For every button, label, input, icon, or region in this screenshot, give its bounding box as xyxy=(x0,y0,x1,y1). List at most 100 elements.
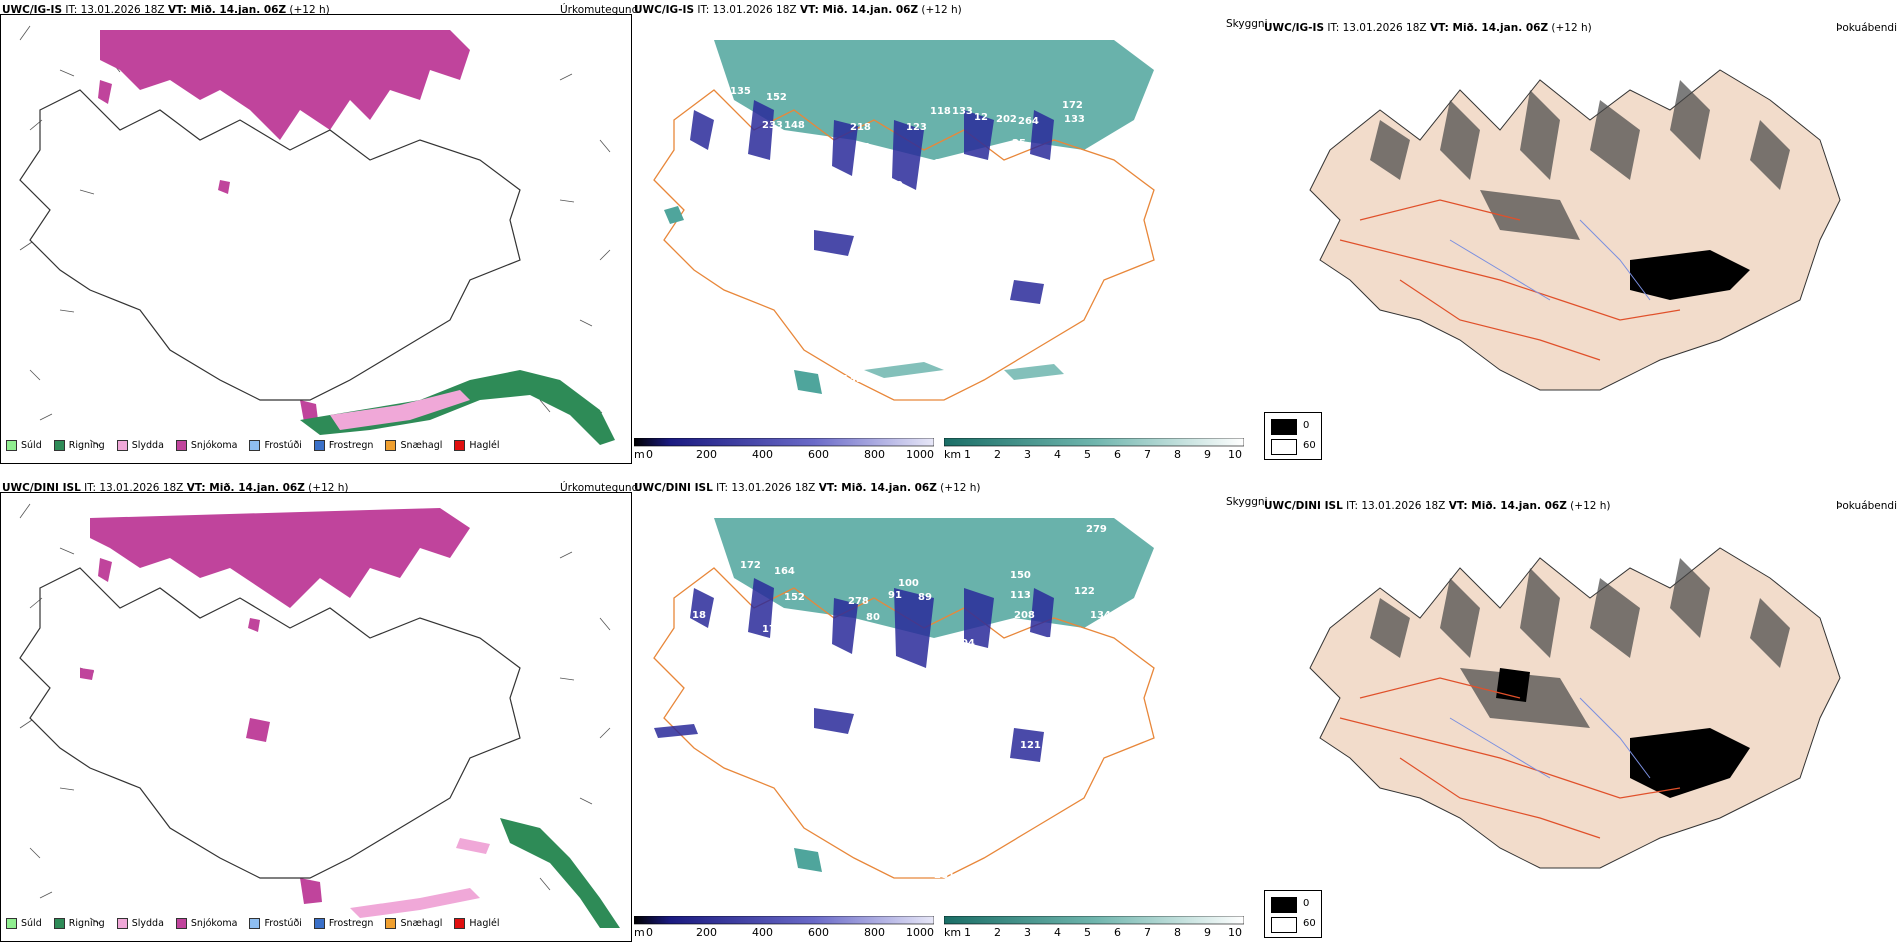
colorbar-km-2: km 1 2 3 4 5 6 7 8 9 10 xyxy=(944,916,1244,942)
legend-swatch xyxy=(454,440,466,451)
vis-number: 97 xyxy=(960,710,974,721)
legend-label: Súld xyxy=(21,918,42,929)
precip-legend-2: Súld Rigning Slydda Snjókoma Frostúði Fr… xyxy=(6,918,512,929)
legend-label: Rigning xyxy=(68,440,105,451)
colorbar-km-tick: 3 xyxy=(1024,926,1031,939)
colorbar-m-tick: 400 xyxy=(752,926,773,939)
rain-plume xyxy=(500,818,620,928)
model-name: UWC/IG-IS xyxy=(2,4,63,16)
legend-item: Frostregn xyxy=(313,440,374,451)
vis-number: 104 xyxy=(954,638,975,649)
vis-number: 148 xyxy=(784,120,805,131)
snow-area xyxy=(90,508,470,608)
row-1: UWC/IG-IS IT: 13.01.2026 18Z VT: Mið. 14… xyxy=(0,0,1900,470)
vis-number: 264 xyxy=(1018,116,1039,127)
visibility-title-2: UWC/DINI ISL IT: 13.01.2026 18Z VT: Mið.… xyxy=(634,482,981,494)
lead-time: (+12 h) xyxy=(921,4,962,16)
visibility-title-1: UWC/IG-IS IT: 13.01.2026 18Z VT: Mið. 14… xyxy=(634,4,962,16)
colorbar-km-gradient xyxy=(944,438,1244,447)
colorbar-km-tick: 10 xyxy=(1228,926,1242,939)
iceland-outline xyxy=(19,89,521,401)
vis-number: 94 xyxy=(856,142,870,153)
vis-number: 150 xyxy=(1010,570,1031,581)
colorbar-m-unit: m xyxy=(634,926,645,939)
precip-legend-1: Súld Rigning Slydda Snjókoma Frostúði Fr… xyxy=(6,440,512,451)
legend-label: Frostregn xyxy=(328,918,374,929)
vis-number: 233 xyxy=(762,120,783,131)
init-time: IT: 13.01.2026 18Z xyxy=(84,482,184,494)
colorbar-m-gradient xyxy=(634,916,934,925)
legend-swatch xyxy=(116,440,128,451)
colorbar-km-tick: 1 xyxy=(964,448,971,461)
colorbar-km-tick: 1 xyxy=(964,926,971,939)
fog-legend-white xyxy=(1271,439,1297,455)
colorbar-m-unit: m xyxy=(634,448,645,461)
very-low-visibility-navy xyxy=(690,100,1054,304)
colorbar-km-unit: km xyxy=(944,448,962,461)
legend-swatch xyxy=(116,918,128,929)
colorbar-km-tick: 7 xyxy=(1144,448,1151,461)
fog-panel-label-1: Þokuábendi xyxy=(1836,22,1897,34)
snow-area xyxy=(100,30,470,140)
legend-label: Frostúði xyxy=(264,918,302,929)
legend-label: Snjókoma xyxy=(190,918,238,929)
valid-time: VT: Mið. 14.jan. 06Z xyxy=(799,4,919,16)
visibility-map-2: 172 164 141 152 278 100 91 89 80 91 102 … xyxy=(653,518,1155,881)
init-time: IT: 13.01.2026 18Z xyxy=(1327,22,1427,34)
legend-item: Snæhagl xyxy=(385,440,442,451)
vis-number: 77 xyxy=(772,676,786,687)
vis-number: 172 xyxy=(740,560,761,571)
vis-number: 16 xyxy=(724,198,738,209)
vis-number: 110 xyxy=(782,222,803,233)
fog-legend-white-label: 60 xyxy=(1303,440,1316,451)
colorbar-m-tick: 600 xyxy=(808,448,829,461)
vis-number: 139 xyxy=(842,374,863,385)
fog-legend-white-label: 60 xyxy=(1303,918,1316,929)
legend-item: Súld xyxy=(6,918,42,929)
fog-roads xyxy=(1339,199,1681,361)
legend-swatch xyxy=(6,918,17,929)
vis-number: 77 xyxy=(1034,218,1048,229)
legend-label: Haglél xyxy=(469,918,500,929)
vis-number: 80 xyxy=(866,612,880,623)
colorbar-km-tick: 8 xyxy=(1174,448,1181,461)
vis-number: 281 xyxy=(934,870,955,881)
iceland-outline xyxy=(19,567,521,879)
fog-map-1 xyxy=(1309,69,1841,391)
valid-time: VT: Mið. 14.jan. 06Z xyxy=(1448,500,1567,512)
legend-swatch xyxy=(385,440,397,451)
fog-legend-1: 0 60 xyxy=(1264,412,1322,460)
colorbar-km-unit: km xyxy=(944,926,962,939)
colorbar-km-tick: 4 xyxy=(1054,448,1061,461)
fog-legend-black-label: 0 xyxy=(1303,898,1310,909)
lead-time: (+12 h) xyxy=(940,482,981,494)
colorbar-km-tick: 9 xyxy=(1204,448,1211,461)
legend-swatch xyxy=(249,440,261,451)
vis-number: 100 xyxy=(882,180,903,191)
colorbar-m-tick: 200 xyxy=(696,926,717,939)
vis-number: 202 xyxy=(996,114,1017,125)
legend-swatch xyxy=(6,440,17,451)
vis-number: 152 xyxy=(766,92,787,103)
vis-number: 108 xyxy=(786,190,807,201)
init-time: IT: 13.01.2026 18Z xyxy=(65,4,165,16)
vis-number: 24 xyxy=(1046,636,1060,647)
vis-number: 133 xyxy=(1064,114,1085,125)
colorbar-m-gradient xyxy=(634,438,934,447)
fog-title-1: UWC/IG-IS IT: 13.01.2026 18Z VT: Mið. 14… xyxy=(1264,22,1592,34)
legend-label: Snæhagl xyxy=(400,440,443,451)
legend-item: Snæhagl xyxy=(385,918,442,929)
colorbar-km-tick: 6 xyxy=(1114,926,1121,939)
legend-label: Frostúði xyxy=(264,440,302,451)
init-time: IT: 13.01.2026 18Z xyxy=(1346,500,1446,512)
vis-number: 105 xyxy=(1054,788,1075,799)
model-name: UWC/IG-IS xyxy=(1264,22,1325,34)
fog-legend-white xyxy=(1271,917,1297,933)
colorbar-km-tick: 9 xyxy=(1204,926,1211,939)
precip-map-1 xyxy=(19,25,615,447)
fog-black-area xyxy=(1630,250,1750,300)
vis-number: 208 xyxy=(1014,610,1035,621)
legend-label: Frostregn xyxy=(328,440,374,451)
vis-number: 87 xyxy=(930,248,944,259)
legend-item: Frostregn xyxy=(313,918,374,929)
